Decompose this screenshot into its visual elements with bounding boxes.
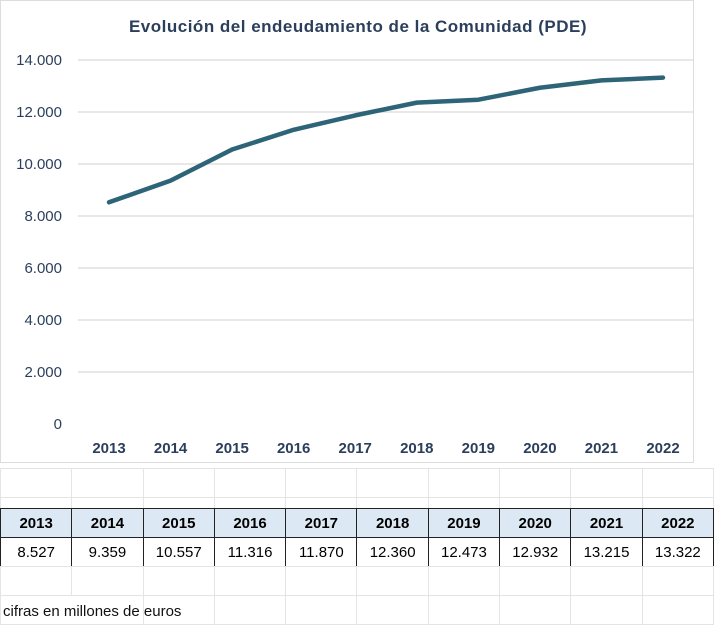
x-tick-label: 2022 bbox=[646, 440, 679, 457]
table-value-cell: 11.316 bbox=[213, 537, 287, 567]
y-tick-label: 0 bbox=[54, 416, 62, 433]
table-value-cell: 13.322 bbox=[641, 537, 714, 567]
table-value-cell: 12.360 bbox=[356, 537, 429, 567]
table-header-cell: 2013 bbox=[0, 508, 73, 538]
y-tick-label: 6.000 bbox=[24, 260, 62, 277]
table-header-cell: 2021 bbox=[570, 508, 643, 538]
table-header-cell: 2017 bbox=[285, 508, 358, 538]
table-header-cell: 2016 bbox=[213, 508, 287, 538]
y-tick-label: 10.000 bbox=[16, 156, 62, 173]
table-value-cell: 12.932 bbox=[499, 537, 572, 567]
x-tick-label: 2016 bbox=[277, 440, 310, 457]
table-value-cell: 13.215 bbox=[570, 537, 643, 567]
data-table: 2013 2014 2015 2016 2017 2018 2019 2020 2021 2022… bbox=[0, 508, 714, 567]
x-tick-label: 2020 bbox=[523, 440, 556, 457]
x-tick-label: 2021 bbox=[585, 440, 618, 457]
x-tick-label: 2017 bbox=[339, 440, 372, 457]
table-value-cell: 11.870 bbox=[285, 537, 358, 567]
x-tick-label: 2015 bbox=[215, 440, 248, 457]
y-tick-label: 14.000 bbox=[16, 52, 62, 69]
table-header-cell: 2015 bbox=[142, 508, 215, 538]
table-header-cell: 2018 bbox=[356, 508, 429, 538]
table-value-cell: 12.473 bbox=[427, 537, 501, 567]
units-footnote: cifras en millones de euros bbox=[3, 603, 182, 620]
table-value-cell: 10.557 bbox=[142, 537, 215, 567]
blank-grid-bottom bbox=[0, 566, 714, 625]
table-value-cell: 9.359 bbox=[71, 537, 144, 567]
table-header-cell: 2022 bbox=[641, 508, 714, 538]
y-tick-label: 8.000 bbox=[24, 208, 62, 225]
x-tick-label: 2018 bbox=[400, 440, 433, 457]
x-tick-label: 2013 bbox=[92, 440, 125, 457]
x-tick-label: 2019 bbox=[462, 440, 495, 457]
line-chart: Evolución del endeudamiento de la Comuni… bbox=[0, 0, 694, 463]
table-header-cell: 2019 bbox=[427, 508, 501, 538]
chart-title: Evolución del endeudamiento de la Comuni… bbox=[129, 17, 587, 36]
y-tick-label: 2.000 bbox=[24, 364, 62, 381]
x-tick-label: 2014 bbox=[154, 440, 188, 457]
y-tick-label: 12.000 bbox=[16, 104, 62, 121]
table-value-cell: 8.527 bbox=[0, 537, 73, 567]
table-header-cell: 2020 bbox=[499, 508, 572, 538]
series-line bbox=[106, 75, 666, 205]
y-tick-label: 4.000 bbox=[24, 312, 62, 329]
table-header-cell: 2014 bbox=[71, 508, 144, 538]
chart-frame bbox=[0, 0, 694, 463]
